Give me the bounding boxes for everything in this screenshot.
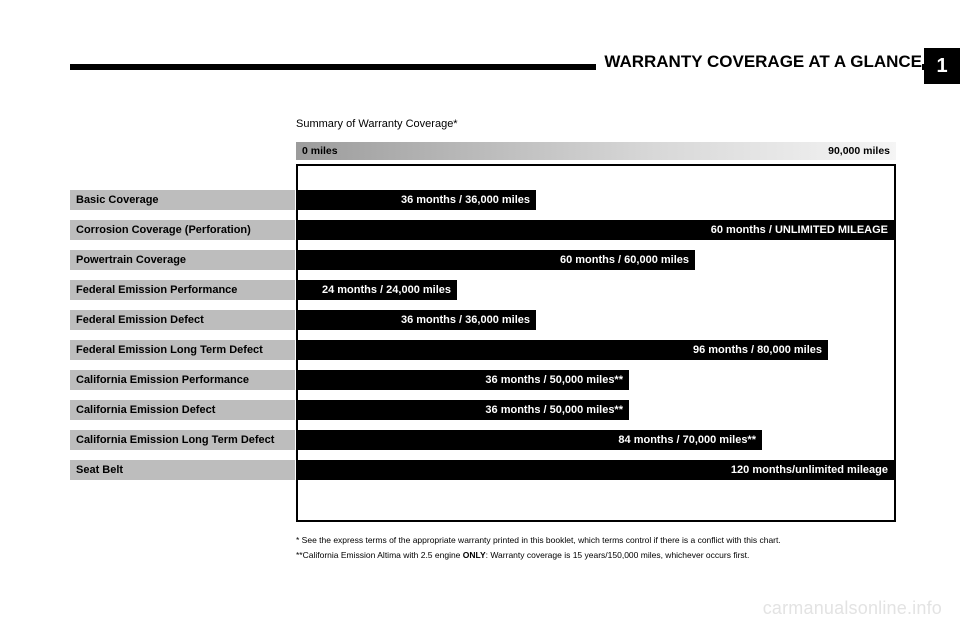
row-bar: 36 months / 36,000 miles <box>298 310 536 330</box>
row-label: Powertrain Coverage <box>70 250 295 270</box>
chart-row: Powertrain Coverage60 months / 60,000 mi… <box>70 250 896 270</box>
row-label: Seat Belt <box>70 460 295 480</box>
footnote-2: **California Emission Altima with 2.5 en… <box>296 550 749 562</box>
chart-row: Federal Emission Long Term Defect96 mont… <box>70 340 896 360</box>
axis-max-label: 90,000 miles <box>828 145 890 157</box>
row-label: California Emission Performance <box>70 370 295 390</box>
row-label: Federal Emission Performance <box>70 280 295 300</box>
row-label: California Emission Long Term Defect <box>70 430 295 450</box>
chart-subtitle: Summary of Warranty Coverage* <box>296 118 458 130</box>
footnote-2-suffix: : Warranty coverage is 15 years/150,000 … <box>486 550 750 560</box>
row-bar: 60 months / UNLIMITED MILEAGE <box>298 220 894 240</box>
axis-min-label: 0 miles <box>302 145 338 157</box>
row-bar: 120 months/unlimited mileage <box>298 460 894 480</box>
header-title: WARRANTY COVERAGE AT A GLANCE <box>596 52 922 72</box>
row-bar: 84 months / 70,000 miles** <box>298 430 762 450</box>
footnote-1: * See the express terms of the appropria… <box>296 535 781 547</box>
row-bar: 96 months / 80,000 miles <box>298 340 828 360</box>
chart-row: California Emission Long Term Defect84 m… <box>70 430 896 450</box>
footnote-2-prefix: **California Emission Altima with 2.5 en… <box>296 550 463 560</box>
row-label: Basic Coverage <box>70 190 295 210</box>
row-label: Federal Emission Defect <box>70 310 295 330</box>
page-header: WARRANTY COVERAGE AT A GLANCE 1 <box>70 54 960 78</box>
chart-row: California Emission Performance36 months… <box>70 370 896 390</box>
chart-row: Federal Emission Defect36 months / 36,00… <box>70 310 896 330</box>
row-bar: 36 months / 36,000 miles <box>298 190 536 210</box>
row-label: Federal Emission Long Term Defect <box>70 340 295 360</box>
section-number-badge: 1 <box>924 48 960 84</box>
chart-row: Basic Coverage36 months / 36,000 miles <box>70 190 896 210</box>
chart-axis: 0 miles 90,000 miles <box>296 142 896 160</box>
row-bar: 36 months / 50,000 miles** <box>298 400 629 420</box>
watermark: carmanualsonline.info <box>763 598 942 619</box>
footnote-2-bold: ONLY <box>463 550 486 560</box>
row-label: California Emission Defect <box>70 400 295 420</box>
chart-row: Corrosion Coverage (Perforation)60 month… <box>70 220 896 240</box>
row-bar: 36 months / 50,000 miles** <box>298 370 629 390</box>
row-bar: 24 months / 24,000 miles <box>298 280 457 300</box>
chart-row: Seat Belt120 months/unlimited mileage <box>70 460 896 480</box>
chart-row: California Emission Defect36 months / 50… <box>70 400 896 420</box>
chart-row: Federal Emission Performance24 months / … <box>70 280 896 300</box>
row-bar: 60 months / 60,000 miles <box>298 250 695 270</box>
row-label: Corrosion Coverage (Perforation) <box>70 220 295 240</box>
